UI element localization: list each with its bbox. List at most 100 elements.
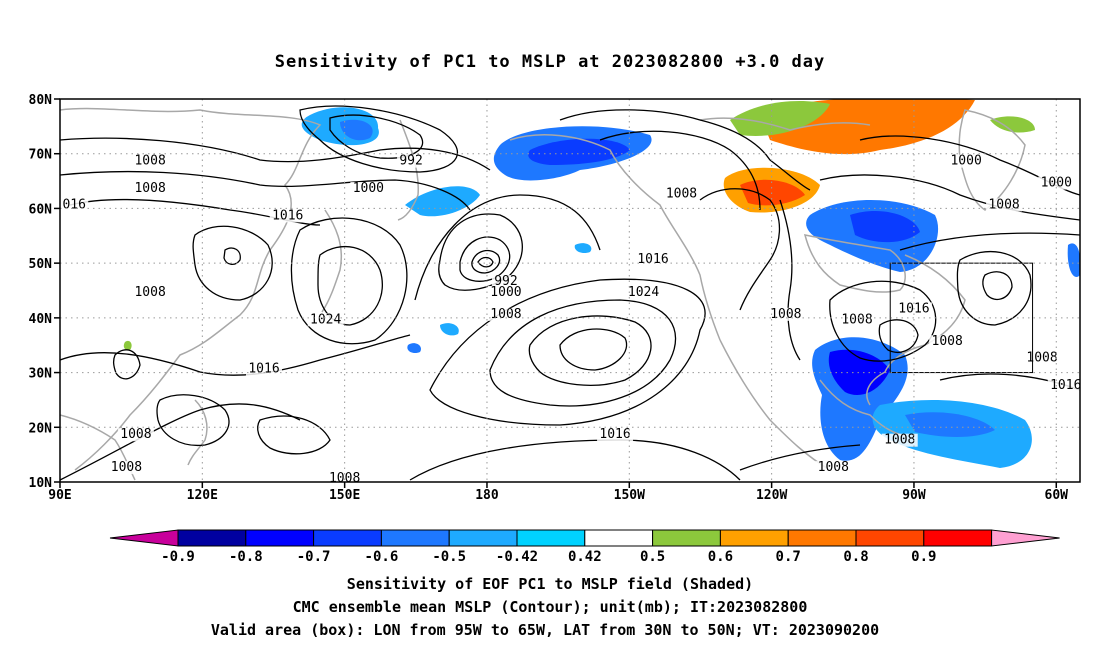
- contour-label: 1016: [637, 252, 668, 267]
- colorbar-segment: [923, 529, 993, 547]
- lon-tick-label: 120E: [187, 488, 218, 503]
- contour-label-bg: [132, 154, 169, 168]
- coast-alaska: [509, 134, 721, 341]
- lon-tick-label: 120W: [756, 488, 787, 503]
- contour-label: 1008: [841, 312, 872, 327]
- colorbar-segment: [380, 529, 450, 547]
- contour-label-bg: [929, 335, 966, 349]
- figure-title: Sensitivity of PC1 to MSLP at 2023082800…: [275, 52, 826, 72]
- contour-label: 1016: [248, 362, 279, 377]
- lat-tick-label: 60N: [29, 202, 53, 217]
- footer-line-2: CMC ensemble mean MSLP (Contour); unit(m…: [293, 598, 808, 616]
- colorbar-high-triangle: [991, 529, 1060, 547]
- contour-label: 1000: [1041, 176, 1072, 191]
- coast-greenland: [958, 109, 1026, 211]
- contour-label-bg: [108, 461, 145, 475]
- colorbar-label: 0.42: [568, 549, 602, 565]
- contour-label-bg: [491, 275, 520, 289]
- lat-tick-label: 10N: [29, 476, 53, 491]
- contour-label: 1008: [134, 181, 165, 196]
- footer-line-3: Valid area (box): LON from 95W to 65W, L…: [211, 621, 879, 639]
- contour-label-bg: [350, 182, 387, 196]
- contour-label: 992: [399, 154, 422, 169]
- lon-tick-label: 150E: [329, 488, 360, 503]
- shade-blue-caribbean-core: [905, 412, 995, 437]
- contour-label-bg: [767, 307, 804, 321]
- contour-label-bg: [881, 433, 918, 447]
- contour-label-bg: [269, 209, 306, 223]
- contour-label-bg: [132, 285, 169, 299]
- lat-tick-label: 70N: [29, 148, 53, 163]
- contour-label: 1024: [628, 285, 659, 300]
- lon-tick-label: 90E: [48, 488, 71, 503]
- colorbar-segment: [652, 529, 721, 547]
- contour-label: 1000: [490, 285, 521, 300]
- colorbar-label: -0.8: [229, 549, 263, 565]
- colorbar-label: -0.42: [496, 549, 538, 565]
- contour-label: 1000: [950, 154, 981, 169]
- colorbar-segment: [448, 529, 518, 547]
- colorbar-label: 0.6: [708, 549, 733, 565]
- contour-label-bg: [60, 198, 89, 212]
- shade-blue-small-1: [440, 323, 459, 336]
- contour-label: 1008: [329, 471, 360, 486]
- coast-hudson-bay: [803, 234, 906, 293]
- contour-label: 1008: [932, 334, 963, 349]
- contour-label-bg: [625, 285, 662, 299]
- contour-label: 016: [62, 197, 85, 212]
- colorbar-label: -0.9: [161, 549, 195, 565]
- colorbar-label: 0.9: [911, 549, 936, 565]
- lat-tick-label: 40N: [29, 312, 53, 327]
- contour-label: 992: [494, 274, 517, 289]
- colorbar-segment: [177, 529, 247, 547]
- colorbar: -0.9 -0.8 -0.7 -0.6 -0.5 -0.42 0.42 0.5 0.6 0.7 0.…: [109, 529, 1060, 565]
- colorbar-label: 0.7: [776, 549, 801, 565]
- shade-green-arctic: [730, 101, 830, 136]
- contour-label: 1016: [1050, 378, 1081, 393]
- contour-label-bg: [397, 154, 426, 168]
- shade-blue-small-2: [407, 343, 421, 354]
- colorbar-label: 0.8: [843, 549, 868, 565]
- shade-blue-bering-core: [528, 138, 630, 165]
- shade-blue-atlantic: [1067, 243, 1080, 277]
- coast-north-america-west: [719, 339, 831, 471]
- colorbar-label: -0.5: [432, 549, 466, 565]
- contour-label-bg: [663, 187, 700, 201]
- contour-label-bg: [487, 285, 524, 299]
- contour-label-bg: [326, 472, 363, 482]
- contour-label: 1000: [353, 181, 384, 196]
- contour-label-bg: [307, 313, 344, 327]
- contour-label-bg: [1038, 176, 1075, 190]
- coast-gulf-mexico: [819, 379, 906, 437]
- contour-label: 1024: [310, 312, 341, 327]
- contour-label-bg: [948, 154, 985, 168]
- contour-label: 1008: [884, 433, 915, 448]
- valid-area-box: [889, 262, 1034, 374]
- axis-tick-marks: [54, 98, 1058, 488]
- colorbar-segment: [245, 529, 315, 547]
- footer-line-1: Sensitivity of EOF PC1 to MSLP field (Sh…: [347, 575, 753, 593]
- contour-label-bg: [132, 182, 169, 196]
- colorbar-segment: [719, 529, 789, 547]
- contour-label-bg: [597, 428, 634, 442]
- contour-label: 1016: [272, 208, 303, 223]
- contour-label-bg: [815, 461, 852, 475]
- lat-tick-label: 50N: [29, 257, 53, 272]
- colorbar-segment: [855, 529, 925, 547]
- shade-green-small: [123, 340, 132, 351]
- contour-label-bg: [839, 313, 876, 327]
- contour-label-bg: [1047, 378, 1080, 392]
- colorbar-segment: [313, 529, 382, 547]
- contour-label: 1008: [988, 197, 1019, 212]
- sensitivity-shading: [123, 99, 1080, 468]
- colorbar-label: 0.5: [640, 549, 665, 565]
- colorbar-label: -0.7: [297, 549, 331, 565]
- contour-label-bg: [487, 307, 524, 321]
- shade-blue-hudson-core: [850, 211, 920, 243]
- lat-lon-grid: [60, 99, 1080, 482]
- contour-label-bg: [246, 362, 282, 376]
- colorbar-segment: [584, 529, 654, 547]
- lon-tick-label: 150W: [614, 488, 645, 503]
